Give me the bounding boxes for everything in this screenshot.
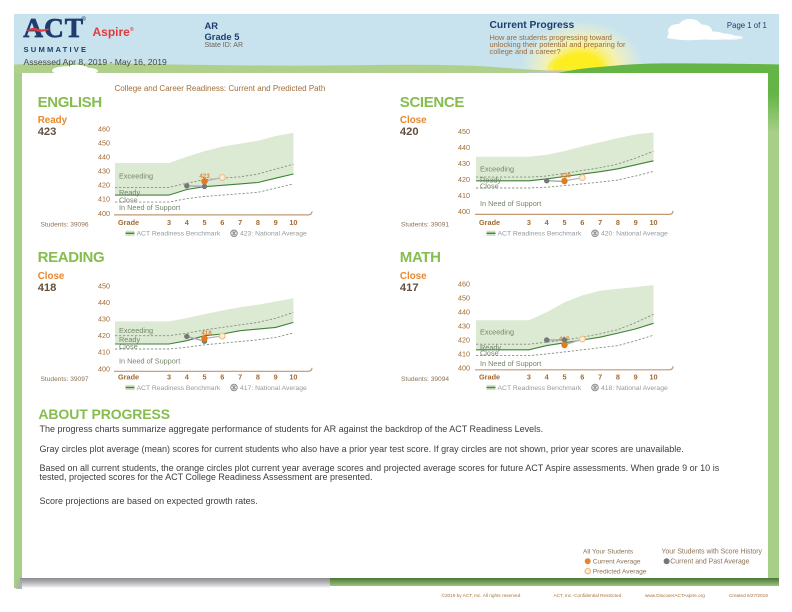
svg-text:420: 420 (458, 175, 470, 184)
svg-text:5: 5 (202, 218, 206, 227)
svg-text:410: 410 (98, 195, 110, 204)
svg-text:7: 7 (598, 218, 602, 227)
svg-text:420: 420 (458, 335, 470, 344)
svg-text:430: 430 (458, 322, 470, 331)
svg-text:450: 450 (458, 127, 470, 136)
svg-text:400: 400 (98, 209, 110, 218)
svg-text:Ready: Ready (480, 175, 501, 184)
svg-text:Exceeding: Exceeding (119, 172, 153, 181)
svg-text:Close: Close (480, 182, 499, 191)
svg-text:440: 440 (98, 298, 110, 307)
svg-text:Grade: Grade (479, 218, 500, 227)
svg-text:400: 400 (458, 363, 470, 372)
svg-text:8: 8 (256, 373, 260, 382)
svg-text:9: 9 (274, 218, 278, 227)
svg-text:410: 410 (458, 191, 470, 200)
svg-text:6: 6 (580, 218, 584, 227)
svg-text:Exceeding: Exceeding (119, 326, 153, 335)
svg-text:4: 4 (185, 373, 190, 382)
svg-text:Ready: Ready (119, 335, 140, 344)
svg-text:9: 9 (634, 218, 638, 227)
svg-text:ACT Readiness Benchmark: ACT Readiness Benchmark (498, 231, 582, 238)
svg-text:ACT Readiness Benchmark: ACT Readiness Benchmark (498, 385, 582, 392)
svg-text:4: 4 (185, 218, 190, 227)
svg-text:Your Students with Score Histo: Your Students with Score History (662, 548, 763, 555)
svg-text:400: 400 (98, 364, 110, 373)
svg-text:In Need of Support: In Need of Support (119, 203, 180, 212)
svg-text:440: 440 (458, 143, 470, 152)
svg-text:8: 8 (616, 218, 620, 227)
svg-text:423: 423 (199, 173, 210, 180)
svg-text:3: 3 (527, 218, 531, 227)
svg-text:450: 450 (98, 281, 110, 290)
svg-text:460: 460 (98, 124, 110, 133)
svg-text:4: 4 (545, 373, 550, 382)
svg-text:420: 420 (98, 181, 110, 190)
svg-text:417: National Average: 417: National Average (240, 385, 307, 392)
svg-text:In Need of Support: In Need of Support (119, 357, 180, 366)
svg-text:460: 460 (458, 280, 470, 289)
svg-text:5: 5 (562, 218, 566, 227)
svg-text:7: 7 (238, 373, 242, 382)
svg-text:Exceeding: Exceeding (480, 165, 514, 174)
svg-text:420: 420 (98, 331, 110, 340)
svg-text:Students: 39094: Students: 39094 (401, 376, 449, 383)
svg-text:3: 3 (167, 373, 171, 382)
svg-text:8: 8 (256, 218, 260, 227)
svg-text:6: 6 (220, 218, 224, 227)
svg-text:10: 10 (289, 218, 297, 227)
svg-text:418: 418 (201, 330, 212, 337)
svg-text:Students: 39097: Students: 39097 (41, 376, 89, 383)
svg-text:Grade: Grade (118, 373, 139, 382)
svg-text:440: 440 (98, 153, 110, 162)
svg-text:Close: Close (119, 195, 138, 204)
svg-text:6: 6 (580, 373, 584, 382)
svg-text:In Need of Support: In Need of Support (480, 199, 541, 208)
svg-text:10: 10 (289, 373, 297, 382)
svg-text:418: National Average: 418: National Average (601, 385, 668, 392)
svg-text:10: 10 (649, 373, 657, 382)
svg-text:7: 7 (598, 373, 602, 382)
svg-text:430: 430 (98, 167, 110, 176)
svg-text:In Need of Support: In Need of Support (480, 359, 541, 368)
svg-text:Grade: Grade (118, 218, 139, 227)
svg-text:430: 430 (458, 159, 470, 168)
svg-text:9: 9 (274, 373, 278, 382)
svg-text:6: 6 (220, 373, 224, 382)
svg-text:3: 3 (167, 218, 171, 227)
svg-text:420: National Average: 420: National Average (601, 231, 668, 238)
svg-text:Students: 39096: Students: 39096 (41, 222, 89, 229)
svg-text:Grade: Grade (479, 373, 500, 382)
svg-text:450: 450 (98, 138, 110, 147)
svg-text:All Your Students: All Your Students (583, 548, 634, 555)
svg-text:ACT Readiness Benchmark: ACT Readiness Benchmark (137, 385, 221, 392)
svg-text:5: 5 (562, 373, 566, 382)
svg-text:3: 3 (527, 373, 531, 382)
svg-text:Exceeding: Exceeding (480, 327, 514, 336)
svg-text:Ready: Ready (119, 188, 140, 197)
svg-text:450: 450 (458, 294, 470, 303)
svg-text:7: 7 (238, 218, 242, 227)
svg-text:400: 400 (458, 207, 470, 216)
svg-text:Ready: Ready (480, 343, 501, 352)
svg-text:Current and Past Average: Current and Past Average (670, 559, 749, 566)
svg-text:ACT Readiness Benchmark: ACT Readiness Benchmark (137, 231, 221, 238)
svg-text:Students: 39091: Students: 39091 (401, 222, 449, 229)
svg-text:410: 410 (458, 349, 470, 358)
svg-text:5: 5 (202, 373, 206, 382)
svg-text:9: 9 (634, 373, 638, 382)
svg-text:Predicted Average: Predicted Average (593, 569, 647, 576)
svg-text:420: 420 (561, 173, 572, 180)
svg-text:Current Average: Current Average (593, 559, 641, 566)
svg-text:10: 10 (649, 218, 657, 227)
svg-text:4: 4 (545, 218, 550, 227)
svg-text:Close: Close (480, 348, 499, 357)
svg-text:423: National Average: 423: National Average (240, 231, 307, 238)
svg-text:Close: Close (119, 342, 138, 351)
svg-text:410: 410 (98, 348, 110, 357)
svg-text:440: 440 (458, 308, 470, 317)
svg-text:8: 8 (616, 373, 620, 382)
svg-text:430: 430 (98, 315, 110, 324)
